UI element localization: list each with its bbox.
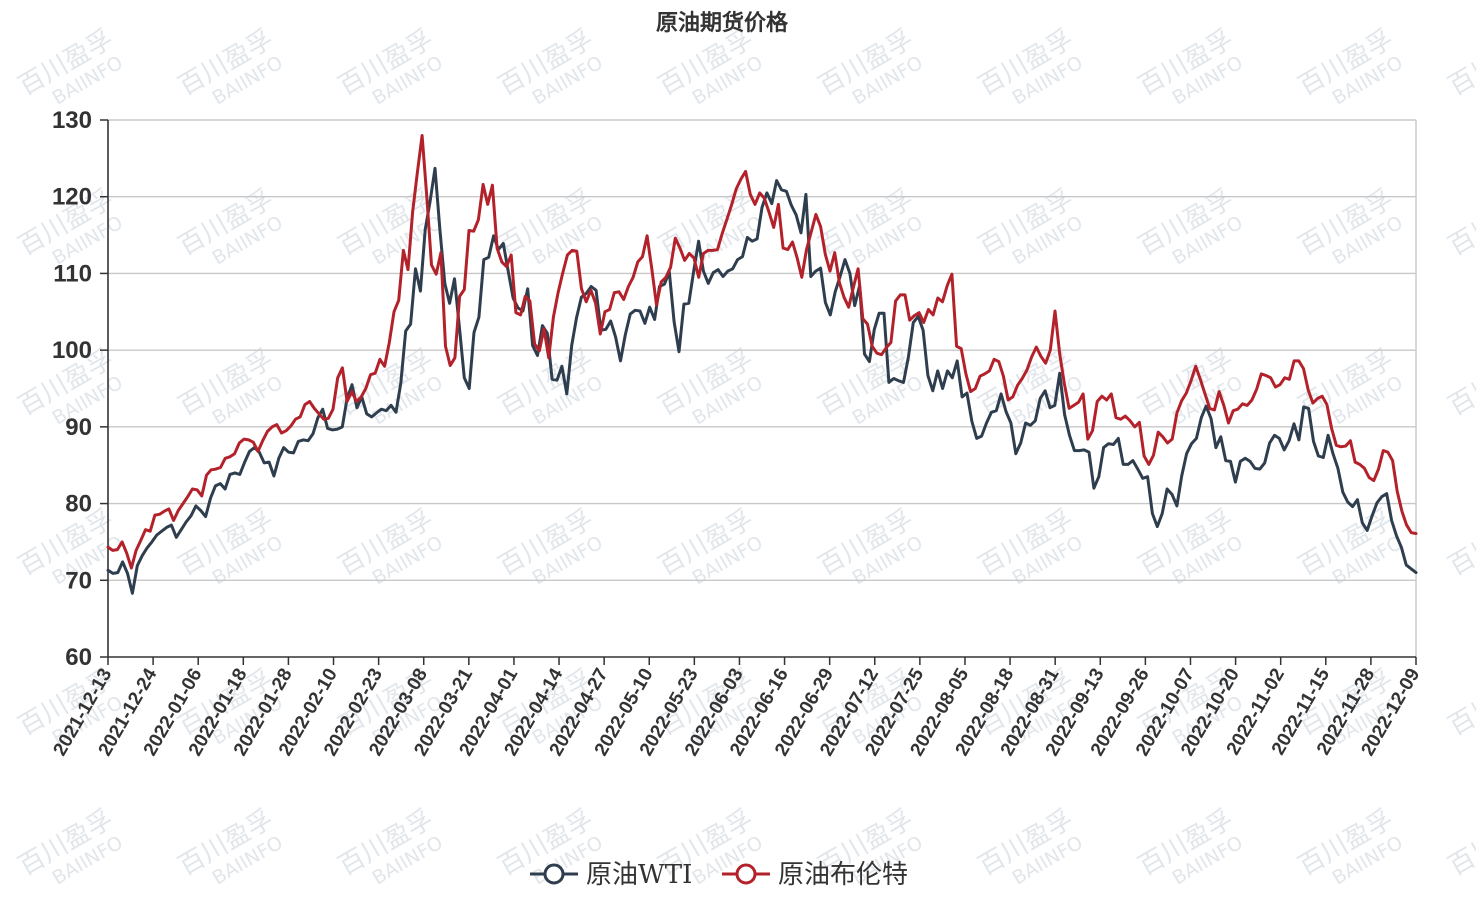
legend-label: 原油布伦特 bbox=[778, 860, 908, 890]
legend-item-1[interactable]: 原油WTI bbox=[530, 860, 692, 890]
legend: 原油WTI 原油布伦特 bbox=[530, 860, 908, 890]
watermark-text: 百川盈孚 bbox=[1443, 184, 1476, 262]
chart-title: 原油期货价格 bbox=[656, 10, 789, 36]
legend-marker-icon bbox=[543, 863, 565, 885]
y-tick-label: 90 bbox=[65, 414, 92, 441]
watermark-text: 百川盈孚 bbox=[1443, 504, 1476, 582]
y-tick-label: 70 bbox=[65, 567, 92, 594]
watermark-text: 百川盈孚 bbox=[1443, 344, 1476, 422]
watermark-text: 百川盈孚 bbox=[1443, 804, 1476, 882]
y-tick-label: 60 bbox=[65, 644, 92, 671]
watermark-text: 百川盈孚 bbox=[1443, 664, 1476, 742]
y-axis: 60 70 80 90 100 110 120 130 bbox=[52, 107, 108, 671]
y-tick-label: 130 bbox=[52, 107, 92, 134]
y-tick-label: 120 bbox=[52, 184, 92, 211]
series-line-2 bbox=[106, 134, 1418, 570]
legend-item-2[interactable]: 原油布伦特 bbox=[722, 860, 908, 890]
y-tick-label: 100 bbox=[52, 337, 92, 364]
plot-frame bbox=[107, 120, 1417, 658]
y-tick-label: 110 bbox=[53, 260, 92, 287]
series-layer bbox=[106, 134, 1418, 595]
watermark-text: 百川盈孚 bbox=[1443, 24, 1476, 102]
series-line-1 bbox=[106, 166, 1418, 595]
legend-label: 原油WTI bbox=[586, 860, 692, 890]
legend-marker-icon bbox=[735, 863, 757, 885]
y-tick-label: 80 bbox=[65, 491, 92, 518]
